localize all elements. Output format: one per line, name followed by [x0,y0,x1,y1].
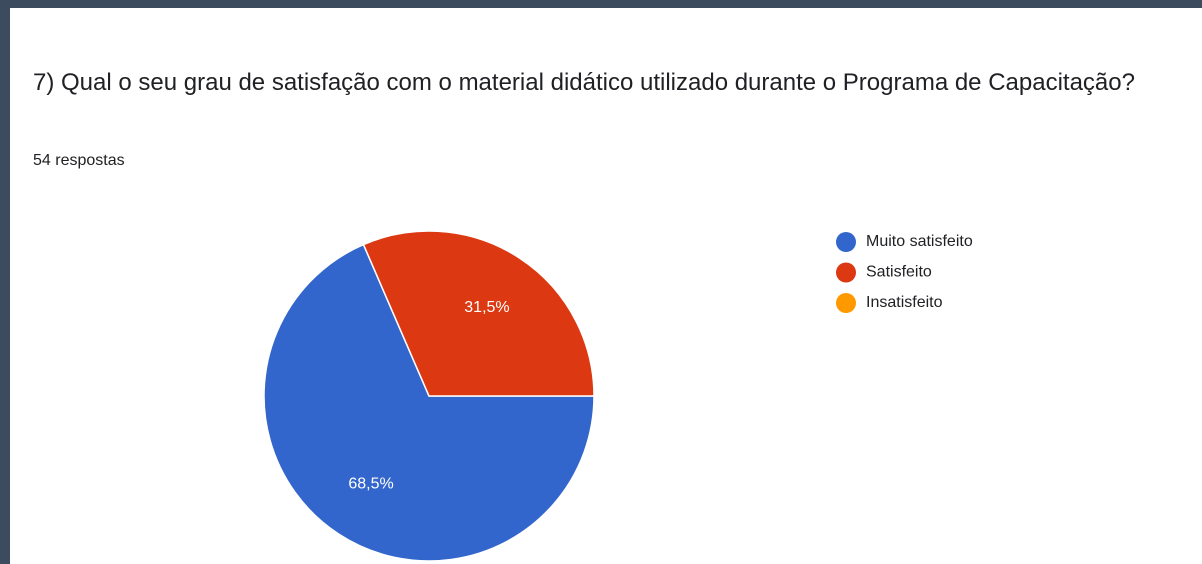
data-label: 68,5% [348,475,393,492]
legend-label: Satisfeito [866,264,932,281]
chart-subtitle: 54 respostas [33,152,125,169]
pie-slice [263,243,595,562]
pie-slice [362,230,595,397]
legend-swatch [836,232,856,252]
legend-swatch [836,262,856,283]
chart-title: 7) Qual o seu grau de satisfação com o m… [33,69,1135,96]
legend-label: Muito satisfeito [866,233,973,250]
legend-swatch [836,293,856,313]
data-label: 31,5% [464,299,509,316]
card: 7) Qual o seu grau de satisfação com o m… [10,8,1202,564]
legend-label: Insatisfeito [866,294,943,311]
chart: 68,5% 31,5% Muito satisfeito Satisfeito Insa… [263,230,973,562]
